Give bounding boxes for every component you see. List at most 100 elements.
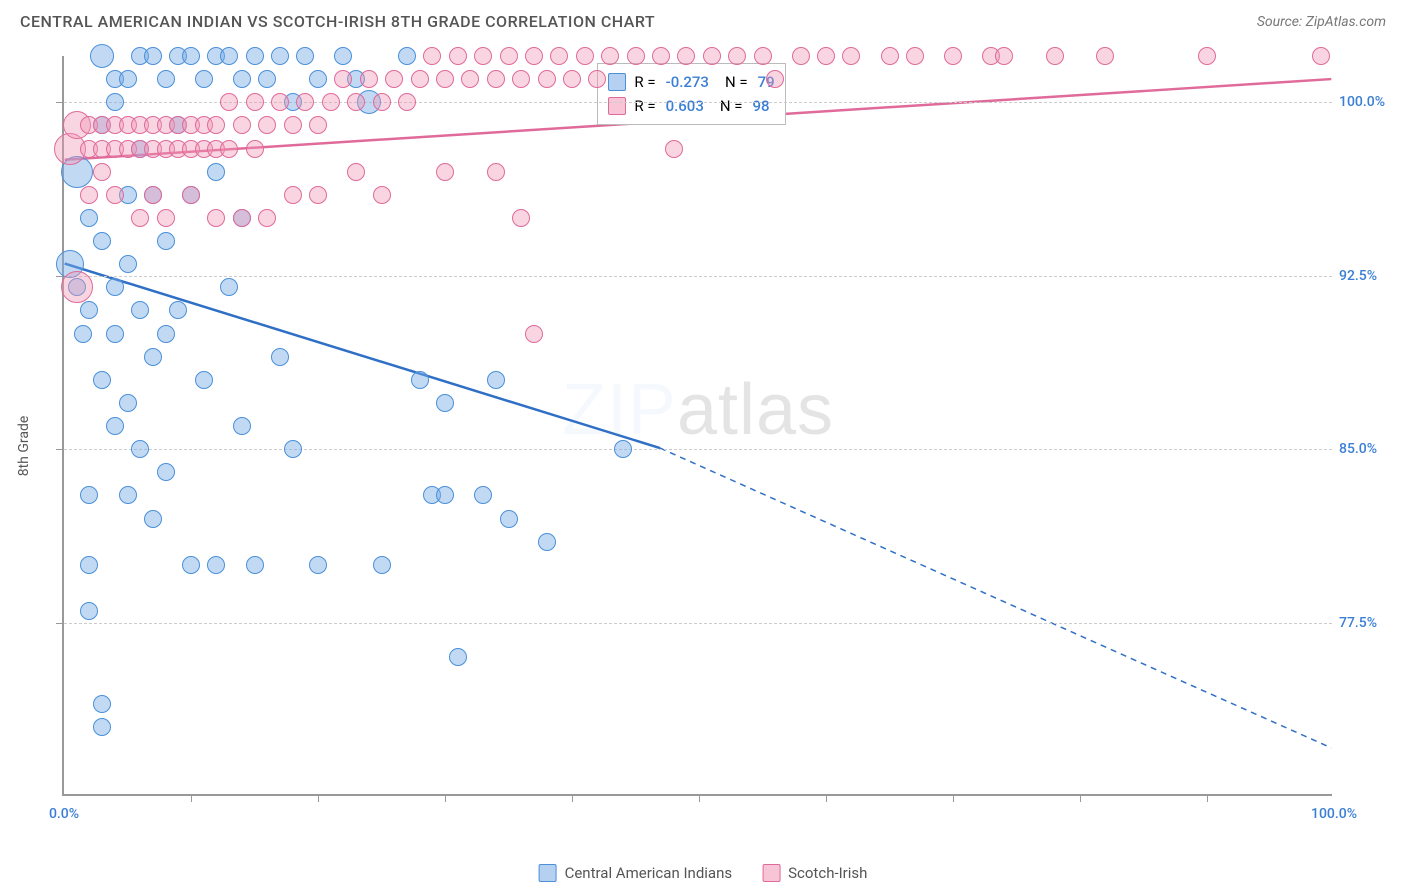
data-point [284, 186, 302, 204]
legend-item: Central American Indians [539, 864, 733, 882]
data-point [119, 394, 137, 412]
swatch-icon [608, 73, 626, 91]
data-point [220, 140, 238, 158]
x-tick [1207, 794, 1208, 802]
data-point [334, 70, 352, 88]
data-point [296, 93, 314, 111]
data-point [474, 47, 492, 65]
source-label: Source: ZipAtlas.com [1257, 14, 1386, 30]
x-tick-label: 0.0% [49, 806, 79, 822]
data-point [157, 209, 175, 227]
data-point [309, 186, 327, 204]
data-point [881, 47, 899, 65]
data-point [106, 325, 124, 343]
data-point [169, 301, 187, 319]
x-tick-label: 100.0% [1311, 806, 1357, 822]
data-point [500, 510, 518, 528]
x-tick [191, 794, 192, 802]
data-point [246, 93, 264, 111]
data-point [80, 301, 98, 319]
data-point [614, 440, 632, 458]
data-point [271, 47, 289, 65]
gridline [64, 623, 1332, 624]
data-point [182, 556, 200, 574]
y-axis-label: 8th Grade [16, 416, 32, 477]
data-point [144, 510, 162, 528]
data-point [373, 93, 391, 111]
data-point [601, 47, 619, 65]
data-point [538, 70, 556, 88]
data-point [144, 348, 162, 366]
data-point [665, 140, 683, 158]
data-point [1312, 47, 1330, 65]
data-point [157, 463, 175, 481]
data-point [627, 47, 645, 65]
data-point [538, 533, 556, 551]
data-point [80, 556, 98, 574]
data-point [144, 47, 162, 65]
data-point [93, 718, 111, 736]
data-point [207, 209, 225, 227]
data-point [119, 486, 137, 504]
data-point [284, 440, 302, 458]
data-point [373, 556, 391, 574]
data-point [61, 271, 93, 303]
data-point [296, 47, 314, 65]
chart-plot-area: ZIPatlas R =-0.273 N =79 R =0.603 N =98 … [62, 56, 1332, 796]
y-tick-label: 85.0% [1339, 441, 1394, 457]
x-tick [572, 794, 573, 802]
data-point [106, 93, 124, 111]
watermark: ZIPatlas [562, 369, 834, 451]
data-point [588, 70, 606, 88]
data-point [817, 47, 835, 65]
data-point [474, 486, 492, 504]
data-point [258, 70, 276, 88]
y-tick-label: 77.5% [1339, 615, 1394, 631]
data-point [766, 70, 784, 88]
data-point [411, 70, 429, 88]
data-point [550, 47, 568, 65]
data-point [207, 116, 225, 134]
data-point [411, 371, 429, 389]
data-point [360, 70, 378, 88]
data-point [271, 93, 289, 111]
data-point [182, 47, 200, 65]
stats-row: R =-0.273 N =79 [608, 70, 774, 94]
data-point [436, 70, 454, 88]
data-point [487, 371, 505, 389]
data-point [309, 70, 327, 88]
data-point [246, 47, 264, 65]
data-point [93, 371, 111, 389]
data-point [842, 47, 860, 65]
data-point [449, 47, 467, 65]
data-point [131, 301, 149, 319]
stats-legend-box: R =-0.273 N =79 R =0.603 N =98 [597, 63, 785, 125]
x-tick [1080, 794, 1081, 802]
data-point [677, 47, 695, 65]
data-point [74, 325, 92, 343]
data-point [436, 394, 454, 412]
data-point [500, 47, 518, 65]
data-point [220, 278, 238, 296]
data-point [233, 70, 251, 88]
data-point [207, 556, 225, 574]
data-point [93, 232, 111, 250]
data-point [652, 47, 670, 65]
x-tick [318, 794, 319, 802]
data-point [106, 186, 124, 204]
data-point [944, 47, 962, 65]
data-point [246, 556, 264, 574]
data-point [80, 186, 98, 204]
gridline [64, 276, 1332, 277]
x-tick [826, 794, 827, 802]
data-point [334, 47, 352, 65]
data-point [322, 93, 340, 111]
data-point [754, 47, 772, 65]
data-point [233, 209, 251, 227]
data-point [284, 116, 302, 134]
data-point [80, 486, 98, 504]
data-point [703, 47, 721, 65]
data-point [398, 93, 416, 111]
data-point [195, 371, 213, 389]
data-point [792, 47, 810, 65]
